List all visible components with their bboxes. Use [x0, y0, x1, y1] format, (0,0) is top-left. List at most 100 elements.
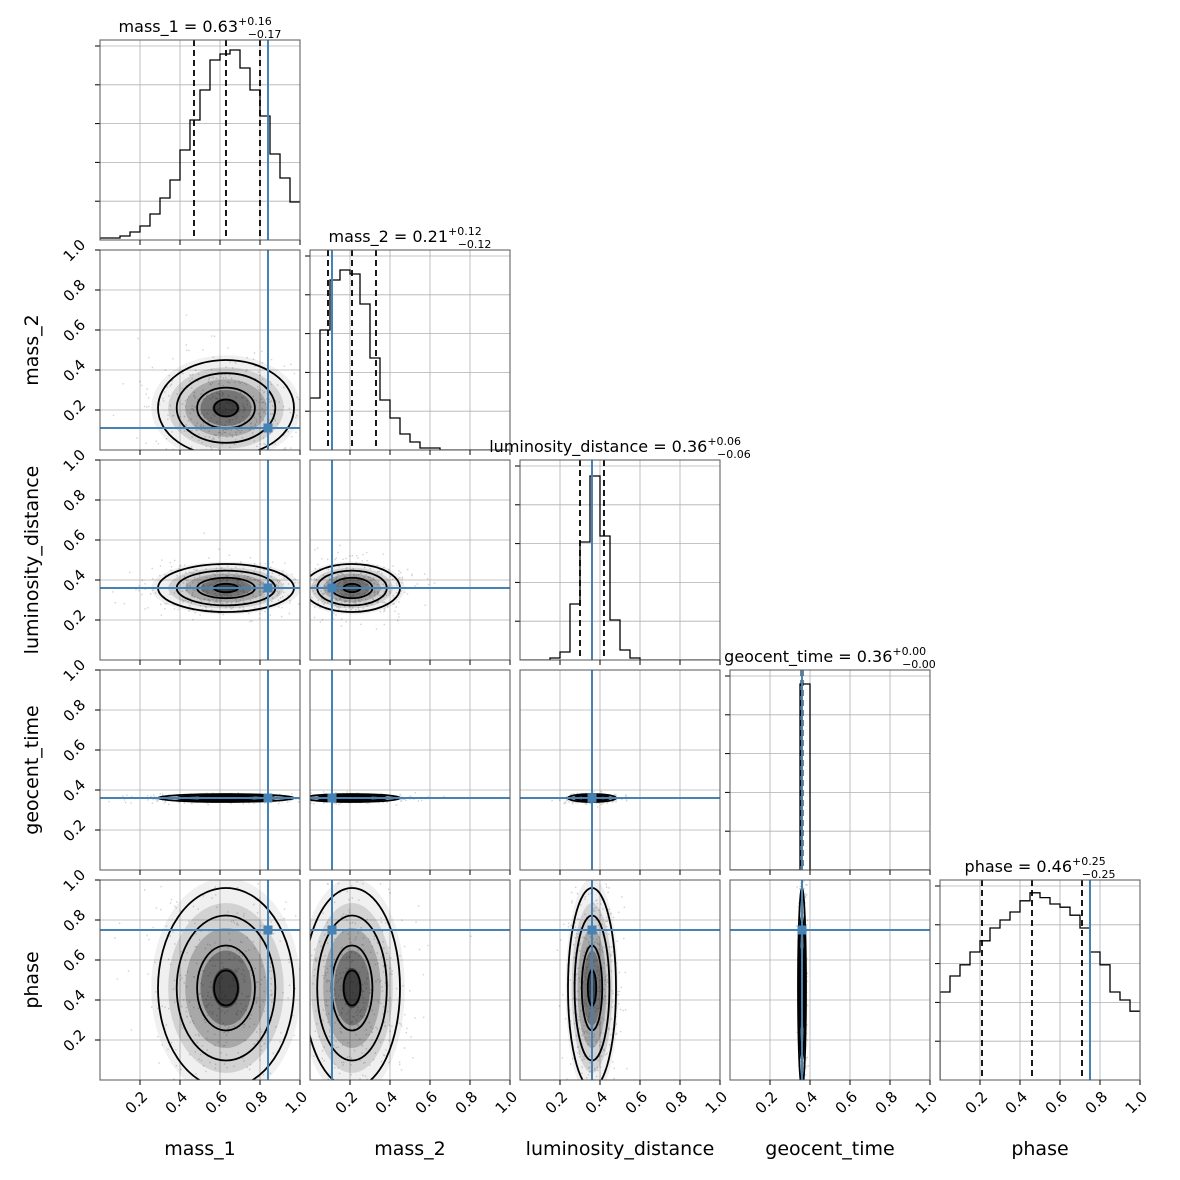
x-tick-label: 1.0 [702, 1088, 732, 1118]
y-tick-label: 0.8 [60, 486, 90, 516]
truth-marker [797, 925, 807, 935]
y-tick-label: 1.0 [60, 656, 90, 686]
title-luminosity_distance: luminosity_distance = 0.36+0.06 −0.06 [489, 435, 751, 461]
panel-4-3 [730, 880, 930, 1080]
panel-4-2 [520, 880, 720, 1080]
truth-marker [587, 793, 597, 803]
x-tick-label: 0.6 [202, 1088, 232, 1118]
contour-0 [157, 359, 295, 450]
y-axis-label-phase: phase [21, 951, 43, 1008]
panel-frame-3-3 [729, 669, 931, 871]
density-level [342, 968, 362, 1008]
y-tick-label: 0.6 [60, 946, 90, 976]
contour-0 [157, 887, 295, 1080]
y-tick-label: 0.8 [60, 696, 90, 726]
y-tick-label: 0.2 [60, 606, 90, 636]
x-tick-label: 0.2 [752, 1088, 782, 1118]
truth-marker [263, 925, 273, 935]
x-tick-label: 0.4 [582, 1088, 612, 1118]
x-tick-label: 0.2 [122, 1088, 152, 1118]
y-tick-label: 0.8 [60, 906, 90, 936]
histogram-phase [940, 892, 1140, 1080]
x-axis-label-mass_1: mass_1 [164, 1138, 236, 1160]
x-tick-label: 0.4 [372, 1088, 402, 1118]
x-axis-label-phase: phase [1011, 1138, 1068, 1160]
y-tick-label: 0.6 [60, 736, 90, 766]
y-tick-label: 0.6 [60, 316, 90, 346]
x-tick-label: 0.8 [452, 1088, 482, 1118]
density-level [212, 398, 240, 418]
x-tick-label: 1.0 [1122, 1088, 1152, 1118]
x-tick-label: 0.4 [792, 1088, 822, 1118]
panel-frame-3-0 [99, 669, 301, 871]
panel-frame-4-2 [519, 879, 721, 1081]
panel-frame-4-1 [309, 879, 511, 1081]
panel-3-1 [310, 670, 510, 870]
panel-frame-4-4 [939, 879, 1141, 1081]
panel-frame-2-2 [519, 459, 721, 661]
y-tick-label: 1.0 [60, 446, 90, 476]
x-tick-label: 0.2 [542, 1088, 572, 1118]
density-level [151, 355, 300, 450]
panel-frame-2-1 [309, 459, 511, 661]
x-tick-label: 0.6 [412, 1088, 442, 1118]
density-level [168, 903, 284, 1073]
y-tick-label: 0.2 [60, 1026, 90, 1056]
contour-3 [213, 398, 239, 418]
contour-1 [175, 372, 277, 444]
panel-frame-3-1 [309, 669, 511, 871]
title-mass_1: mass_1 = 0.63+0.16 −0.17 [119, 15, 282, 41]
y-tick-label: 0.2 [60, 396, 90, 426]
x-tick-label: 0.4 [1002, 1088, 1032, 1118]
contour-2 [196, 944, 256, 1032]
y-tick-label: 0.4 [60, 986, 90, 1016]
panel-1-1 [310, 250, 510, 450]
panel-frame-0-0 [99, 39, 301, 241]
panel-frame-1-1 [309, 249, 511, 451]
histogram-luminosity_distance [520, 475, 720, 660]
panel-3-2 [520, 670, 720, 870]
x-axis-label-luminosity_distance: luminosity_distance [526, 1138, 715, 1160]
y-tick-label: 0.6 [60, 526, 90, 556]
truth-marker [587, 925, 597, 935]
y-tick-label: 0.4 [60, 776, 90, 806]
y-tick-label: 0.4 [60, 356, 90, 386]
x-tick-label: 0.8 [872, 1088, 902, 1118]
y-tick-label: 1.0 [60, 866, 90, 896]
panel-4-1 [310, 880, 510, 1080]
x-axis-label-mass_2: mass_2 [374, 1138, 446, 1160]
truth-marker [327, 793, 337, 803]
histogram-mass_1 [100, 49, 300, 240]
y-axis-label-mass_2: mass_2 [21, 314, 43, 386]
x-tick-label: 0.2 [332, 1088, 362, 1118]
panel-3-0 [100, 670, 300, 870]
truth-marker [263, 423, 273, 433]
x-tick-label: 0.6 [1042, 1088, 1072, 1118]
density-level [212, 968, 240, 1008]
x-tick-label: 0.6 [832, 1088, 862, 1118]
contour-3 [213, 969, 239, 1007]
panel-4-0 [100, 880, 300, 1080]
y-tick-label: 0.2 [60, 816, 90, 846]
panel-2-1 [310, 460, 510, 660]
panel-1-0 [100, 250, 300, 450]
panel-4-4 [940, 880, 1140, 1080]
panel-frame-2-0 [99, 459, 301, 661]
panel-2-2 [520, 460, 720, 660]
truth-marker [263, 793, 273, 803]
x-tick-label: 1.0 [912, 1088, 942, 1118]
scatter-points [112, 532, 300, 623]
truth-marker [263, 583, 273, 593]
contour-3 [342, 969, 362, 1007]
x-tick-label: 0.8 [662, 1088, 692, 1118]
panel-0-0 [100, 40, 300, 240]
density-level [200, 950, 252, 1026]
panel-2-0 [100, 460, 300, 660]
panel-frame-4-0 [99, 879, 301, 1081]
y-tick-label: 0.4 [60, 566, 90, 596]
x-tick-label: 0.8 [1082, 1088, 1112, 1118]
x-tick-label: 0.4 [162, 1088, 192, 1118]
panel-frame-1-0 [99, 249, 301, 451]
x-tick-label: 0.6 [622, 1088, 652, 1118]
